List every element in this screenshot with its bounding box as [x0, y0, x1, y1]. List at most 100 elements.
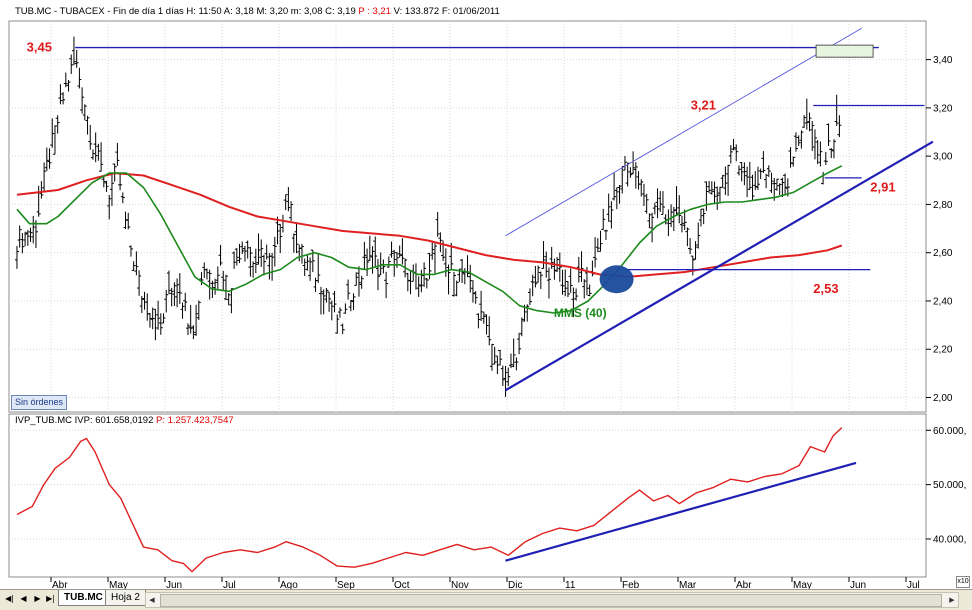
- month-tick-label: Jun: [166, 580, 182, 591]
- ohlc-bar: [568, 268, 573, 293]
- ohlc-bar: [593, 237, 598, 268]
- ohlc-bar: [20, 232, 25, 254]
- ohlc-bar: [185, 323, 190, 336]
- scroll-left-icon[interactable]: ◀: [149, 596, 155, 604]
- ohlc-bar: [780, 177, 785, 198]
- ohlc-bar: [71, 36, 76, 66]
- ohlc-bar: [712, 181, 717, 204]
- ohlc-bar: [682, 209, 687, 230]
- first-icon[interactable]: ◀|: [5, 594, 14, 603]
- header-strip: [0, 0, 972, 21]
- tab-tub-mc[interactable]: TUB.MC: [58, 590, 109, 606]
- ohlc-bar: [742, 162, 747, 186]
- price-level-label: 2,91: [870, 180, 895, 195]
- scroll-right-icon[interactable]: ▶: [949, 596, 955, 604]
- ohlc-bar: [221, 270, 226, 291]
- ohlc-bar: [196, 300, 201, 320]
- ohlc-bar: [131, 261, 136, 271]
- horizontal-scrollbar[interactable]: ◀ ▶: [145, 592, 959, 608]
- ohlc-bar: [527, 288, 532, 306]
- ohlc-bar: [158, 313, 163, 335]
- ohlc-bar: [565, 281, 570, 298]
- ohlc-bar: [424, 277, 429, 289]
- ohlc-bar: [248, 246, 253, 277]
- ohlc-bar: [356, 266, 361, 297]
- ohlc-bar: [237, 243, 242, 264]
- ohlc-bar: [644, 193, 649, 214]
- ohlc-bar: [164, 289, 169, 313]
- ohlc-bar: [351, 293, 356, 310]
- ohlc-bar: [278, 223, 283, 254]
- sin-ordenes-button[interactable]: Sin órdenes: [11, 395, 68, 410]
- zoom-tag[interactable]: x10: [956, 576, 970, 588]
- ohlc-bar: [294, 223, 299, 254]
- ohlc-bar: [93, 132, 98, 163]
- price-panel[interactable]: [8, 20, 927, 413]
- ohlc-bar: [365, 248, 370, 277]
- ohlc-bar: [177, 273, 182, 305]
- ohlc-bar: [693, 241, 698, 260]
- ohlc-bar: [275, 216, 280, 245]
- month-tick-label: 11: [565, 580, 576, 591]
- ohlc-bar: [104, 180, 109, 192]
- ohlc-bar: [370, 246, 375, 274]
- ivp-y-axis: 40.000, 50.000, 60.000,: [926, 426, 966, 545]
- ohlc-bar: [169, 287, 174, 307]
- ohlc-bar: [834, 94, 839, 126]
- price-y-tick-label: 2,60: [933, 248, 953, 259]
- ohlc-bar: [139, 296, 144, 314]
- ohlc-bar: [831, 139, 836, 159]
- ohlc-bar: [245, 240, 250, 259]
- trendline-channel-top: [505, 27, 862, 237]
- ohlc-bar: [631, 151, 636, 175]
- ohlc-bar: [61, 92, 66, 105]
- ohlc-bar: [563, 269, 568, 297]
- ohlc-bar: [118, 173, 123, 191]
- header-info: TUB.MC - TUBACEX - Fin de día 1 días H: …: [15, 6, 500, 17]
- ohlc-bar: [191, 325, 196, 340]
- ohlc-bar: [818, 141, 823, 167]
- ohlc-bar: [354, 272, 359, 286]
- ohlc-bar: [517, 332, 522, 355]
- tab-hoja-2[interactable]: Hoja 2: [105, 590, 146, 606]
- ivp-header: IVP_TUB.MC IVP: 601.658,0192 P: 1.257.42…: [15, 415, 234, 426]
- ivp-panel[interactable]: [8, 413, 927, 578]
- ohlc-bar: [503, 365, 508, 397]
- last-icon[interactable]: ▶|: [46, 594, 55, 603]
- ohlc-bar: [128, 245, 133, 257]
- ohlc-bar: [481, 311, 486, 324]
- ohlc-bar: [777, 183, 782, 195]
- ohlc-bar: [242, 245, 247, 262]
- ohlc-bar: [25, 229, 30, 246]
- ohlc-bar: [612, 172, 617, 201]
- ohlc-bar: [560, 269, 565, 295]
- ohlc-bar: [579, 251, 584, 282]
- ohlc-bar: [766, 165, 771, 177]
- prev-icon[interactable]: ◀: [20, 594, 27, 603]
- ohlc-bar: [74, 49, 79, 68]
- ohlc-bar: [652, 203, 657, 215]
- ohlc-bar: [650, 212, 655, 243]
- ohlc-bar: [829, 147, 834, 159]
- ohlc-bar: [226, 292, 231, 306]
- scroll-thumb[interactable]: [160, 594, 942, 607]
- ohlc-bar: [717, 186, 722, 202]
- ohlc-bar: [674, 186, 679, 216]
- price-level-label: 3,45: [27, 40, 52, 55]
- ohlc-bar: [774, 178, 779, 191]
- ohlc-bar: [609, 201, 614, 229]
- ohlc-bar: [39, 181, 44, 199]
- month-tick-label: Jul: [223, 580, 236, 591]
- ohlc-bar: [335, 314, 340, 334]
- ohlc-bar: [80, 87, 85, 114]
- ohlc-bar: [506, 367, 511, 387]
- ohlc-bar: [598, 230, 603, 252]
- ohlc-bar: [826, 123, 831, 146]
- target-box: [815, 44, 874, 58]
- ohlc-bar: [291, 233, 296, 253]
- ohlc-bar: [647, 213, 652, 229]
- ohlc-bar: [270, 252, 275, 281]
- ohlc-bar: [704, 181, 709, 211]
- next-icon[interactable]: ▶: [34, 594, 41, 603]
- ohlc-bar: [606, 193, 611, 222]
